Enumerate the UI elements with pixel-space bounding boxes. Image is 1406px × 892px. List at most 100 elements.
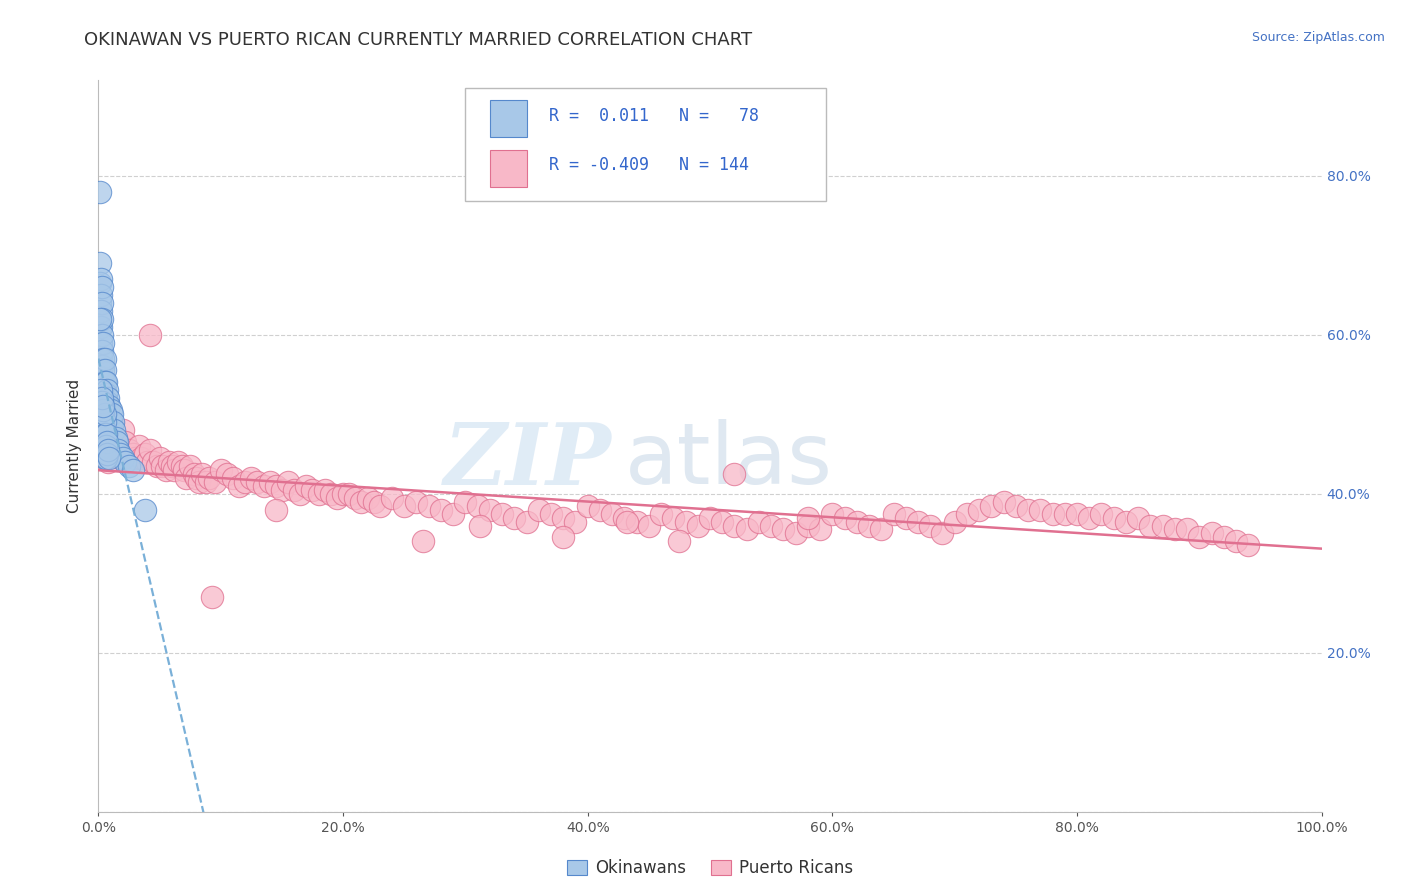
Point [93,407,115,421]
Point [91,423,114,437]
Point [186,471,208,485]
Point [1212,530,1234,544]
Point [468,518,491,533]
Point [91,376,114,390]
Point [90,415,112,429]
Point [503,510,526,524]
Point [90,427,112,442]
Point [326,491,349,505]
Text: R =  0.011   N =   78: R = 0.011 N = 78 [548,107,759,125]
Point [91,384,114,398]
Point [98,399,121,413]
Point [150,458,173,473]
Bar [489,150,526,186]
Point [222,471,245,485]
Point [129,450,152,465]
Point [1201,526,1223,541]
Point [91,395,114,409]
Point [149,450,172,465]
Point [97,455,120,469]
Point [197,471,219,485]
Point [128,439,150,453]
Point [540,507,562,521]
Point [90,272,112,286]
Point [1042,507,1064,521]
Text: atlas: atlas [624,419,832,502]
Point [228,479,250,493]
Point [264,479,287,493]
Point [96,447,118,461]
Point [785,526,807,541]
Point [1102,510,1125,524]
Point [637,518,661,533]
Point [589,502,612,516]
Text: R = -0.409   N = 144: R = -0.409 N = 144 [548,156,748,175]
Point [93,447,115,461]
Point [1090,507,1112,521]
Point [96,395,118,409]
Point [107,442,129,457]
Point [956,507,979,521]
Point [91,363,114,377]
Point [204,475,226,489]
Point [553,530,575,544]
Point [89,319,111,334]
Point [91,407,114,421]
Point [515,515,537,529]
Point [808,523,831,537]
Point [931,526,953,541]
Point [90,351,112,366]
Point [91,431,114,445]
Point [93,450,115,465]
Point [723,518,745,533]
Point [91,392,114,406]
Point [91,371,114,385]
Point [1017,502,1039,516]
Point [91,343,114,358]
Point [124,450,146,465]
Point [215,467,238,481]
Point [90,363,112,377]
Point [478,502,501,516]
Point [170,458,193,473]
Point [1237,538,1260,552]
Point [91,442,114,457]
Point [430,502,453,516]
Point [301,483,323,497]
Point [600,507,623,521]
Point [118,442,141,457]
Point [1139,518,1161,533]
Point [101,415,124,429]
Point [418,499,440,513]
Point [240,471,263,485]
Point [114,435,136,450]
Point [1152,518,1174,533]
Point [100,423,122,437]
Point [259,475,281,489]
Point [89,185,111,199]
Point [368,499,391,513]
Point [662,510,685,524]
Point [91,395,114,409]
Point [616,515,638,529]
Text: Source: ZipAtlas.com: Source: ZipAtlas.com [1251,31,1385,45]
Point [967,502,990,516]
Point [91,327,114,342]
Point [553,510,575,524]
Point [858,518,880,533]
Point [90,384,112,398]
Point [91,419,114,434]
Point [173,463,195,477]
Point [356,491,378,505]
Point [363,494,385,508]
Point [100,403,122,417]
Point [100,415,122,429]
Point [94,439,117,453]
Point [748,515,770,529]
Point [195,475,218,489]
Point [821,507,844,521]
Point [176,471,198,485]
Point [89,311,111,326]
Point [163,463,186,477]
Point [91,399,114,413]
